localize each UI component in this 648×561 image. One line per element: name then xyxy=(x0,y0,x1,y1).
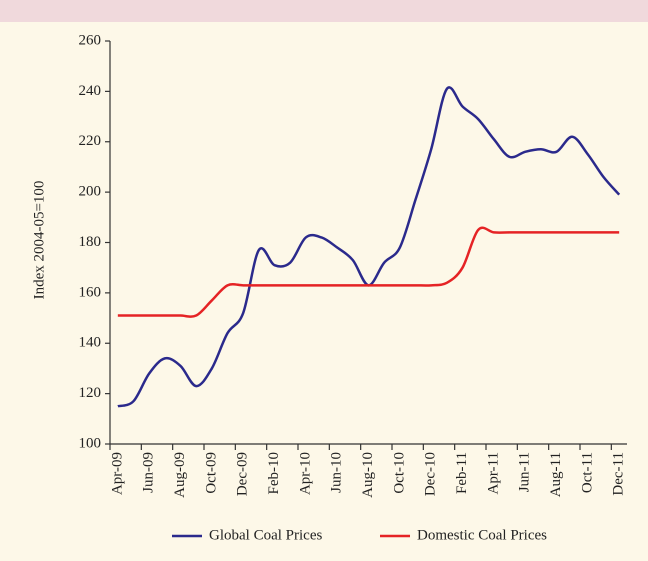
series-line xyxy=(117,226,620,318)
x-tick-label: Oct-09 xyxy=(203,452,219,494)
x-tick-label: Dec-11 xyxy=(611,452,627,496)
x-tick-label: Oct-10 xyxy=(391,452,407,494)
x-tick-label: Dec-10 xyxy=(423,452,439,496)
x-tick-label: Oct-11 xyxy=(579,452,595,493)
x-tick-label: Feb-11 xyxy=(454,452,470,494)
x-tick-label: Apr-10 xyxy=(297,452,313,495)
x-tick-label: Feb-10 xyxy=(266,452,282,495)
legend-label: Global Coal Prices xyxy=(209,527,322,543)
x-tick-label: Aug-09 xyxy=(172,452,188,498)
y-tick-label: 120 xyxy=(79,385,102,401)
x-tick-label: Jun-09 xyxy=(141,452,157,493)
y-axis-label: Index 2004-05=100 xyxy=(31,181,47,300)
y-tick-label: 180 xyxy=(79,234,102,250)
x-tick-label: Apr-09 xyxy=(109,452,125,495)
x-tick-label: Jun-11 xyxy=(517,452,533,492)
x-tick-label: Aug-11 xyxy=(548,452,564,497)
y-tick-label: 240 xyxy=(79,83,102,99)
header-band xyxy=(0,0,648,22)
legend-label: Domestic Coal Prices xyxy=(417,527,547,543)
x-tick-label: Jun-10 xyxy=(329,452,345,493)
series-line xyxy=(117,86,621,408)
y-tick-label: 260 xyxy=(79,32,102,48)
x-tick-label: Apr-11 xyxy=(485,452,501,494)
y-tick-label: 100 xyxy=(79,435,102,451)
y-tick-label: 220 xyxy=(79,133,102,149)
y-tick-label: 160 xyxy=(79,284,102,300)
y-tick-label: 200 xyxy=(79,184,102,200)
x-tick-label: Dec-09 xyxy=(235,452,251,496)
x-tick-label: Aug-10 xyxy=(360,452,376,498)
y-tick-label: 140 xyxy=(79,335,102,351)
